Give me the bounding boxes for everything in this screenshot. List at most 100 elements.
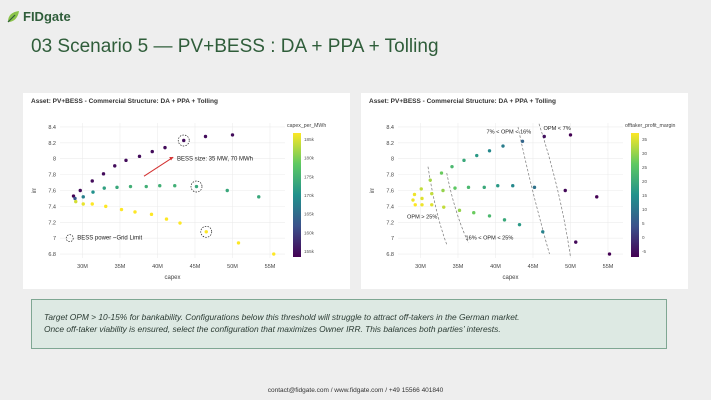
data-point (128, 184, 133, 189)
x-tick-label: 40M (490, 264, 501, 270)
colorbar-tick-label: 10 (642, 207, 648, 212)
data-point (412, 192, 417, 197)
y-tick-label: 8.4 (386, 125, 394, 131)
y-tick-label: 7.8 (386, 173, 394, 179)
data-point (194, 184, 199, 189)
x-tick-label: 45M (190, 264, 201, 270)
opm-zone-boundary (446, 172, 469, 244)
colorbar-tick-label: 0 (642, 235, 645, 240)
data-point (74, 199, 78, 204)
colorbar-title: capex_per_MWh (287, 123, 326, 129)
slide-title: 03 Scenario 5 — PV+BESS : DA + PPA + Tol… (31, 36, 439, 57)
highlight-ring (177, 134, 190, 147)
data-point (91, 190, 95, 194)
data-point (204, 230, 208, 234)
data-point (133, 210, 137, 214)
data-point (411, 198, 415, 202)
data-point (73, 196, 77, 201)
opm-zone-boundary (427, 166, 448, 245)
y-tick-label: 7.6 (386, 189, 394, 195)
y-tick-label: 8.2 (386, 141, 394, 147)
colorbar-tick-label: 185k (304, 137, 315, 142)
data-point (203, 134, 208, 139)
data-point (502, 218, 507, 222)
x-tick-label: 55M (265, 264, 276, 270)
colorbar-tick-label: -5 (642, 249, 647, 254)
brand-logo: FIDgate (6, 9, 71, 24)
x-tick-label: 30M (415, 264, 426, 270)
colorbar-title: offtaker_profit_margin (625, 123, 675, 129)
data-point (420, 203, 424, 207)
x-tick-label: 30M (77, 264, 88, 270)
data-point (487, 214, 492, 218)
data-point (541, 230, 545, 234)
data-point (173, 184, 177, 188)
annotation-arrowhead (169, 156, 174, 161)
data-point (574, 240, 578, 244)
data-point (517, 222, 522, 227)
colorbar-tick-label: 15 (642, 193, 648, 198)
y-tick-label: 8 (391, 157, 394, 163)
data-point (78, 188, 82, 193)
x-axis-label: capex (164, 275, 180, 281)
data-point (81, 202, 85, 206)
x-tick-label: 35M (115, 264, 126, 270)
data-point (90, 202, 94, 206)
data-point (453, 186, 457, 190)
left-chart-panel: Asset: PV+BESS - Commercial Structure: D… (23, 93, 350, 289)
colorbar-tick-label: 160k (304, 230, 315, 235)
data-point (182, 138, 186, 143)
highlight-ring (190, 180, 203, 193)
annotation-arrow (143, 156, 174, 177)
x-axis-label: capex (502, 275, 518, 281)
data-point (568, 133, 573, 137)
data-point (430, 191, 434, 196)
data-point (563, 188, 567, 193)
colorbar-tick-label: 35 (642, 137, 648, 142)
data-point (113, 164, 117, 168)
data-point (457, 208, 462, 213)
data-point (607, 252, 612, 256)
brand-name: FIDgate (23, 9, 71, 24)
data-point (163, 145, 167, 150)
opm-zone-label: OPM < 7% (544, 126, 571, 132)
chart-title: Asset: PV+BESS - Commercial Structure: D… (31, 98, 218, 105)
data-point (428, 178, 432, 182)
grid-limit-annotation: BESS power ~Grid Limit (77, 236, 142, 242)
data-point (501, 144, 505, 148)
x-tick-label: 40M (152, 264, 163, 270)
y-tick-label: 8.4 (48, 125, 56, 131)
x-tick-label: 45M (528, 264, 539, 270)
y-tick-label: 7.8 (48, 173, 56, 179)
data-point (178, 221, 182, 225)
y-axis-label: irr (370, 188, 376, 193)
y-tick-label: 8.2 (48, 141, 56, 147)
y-tick-label: 7.4 (48, 204, 56, 210)
y-tick-label: 7.6 (48, 189, 56, 195)
data-point (101, 172, 106, 176)
colorbar-tick-label: 5 (642, 221, 645, 226)
x-tick-label: 50M (227, 264, 238, 270)
data-point (272, 252, 276, 256)
colorbar (293, 133, 301, 257)
bess-size-annotation: BESS size: 35 MW, 70 MWh (177, 156, 253, 162)
opm-zone-boundary (538, 123, 571, 258)
data-point (482, 185, 486, 190)
capex-irr-scatter-capex-per-mwh: 6.8 7 7.2 7.4 7.6 7.8 8 8.2 8.4 30M 35M 40M 45M 50M 55… (32, 123, 326, 281)
data-point (102, 186, 106, 190)
data-point (164, 217, 169, 221)
colorbar-tick-label: 165k (304, 212, 315, 217)
x-tick-label: 55M (603, 264, 614, 270)
footer-contact: contact@fidgate.com / www.fidgate.com / … (267, 387, 444, 394)
data-point (149, 212, 154, 217)
data-point (439, 171, 444, 175)
colorbar-tick-label: 20 (642, 179, 648, 184)
data-point (144, 184, 148, 189)
data-point (472, 211, 476, 215)
y-tick-label: 6.8 (48, 252, 56, 258)
data-point (413, 203, 417, 207)
colorbar (631, 133, 639, 257)
leaf-icon (7, 10, 19, 22)
data-point (520, 139, 525, 143)
